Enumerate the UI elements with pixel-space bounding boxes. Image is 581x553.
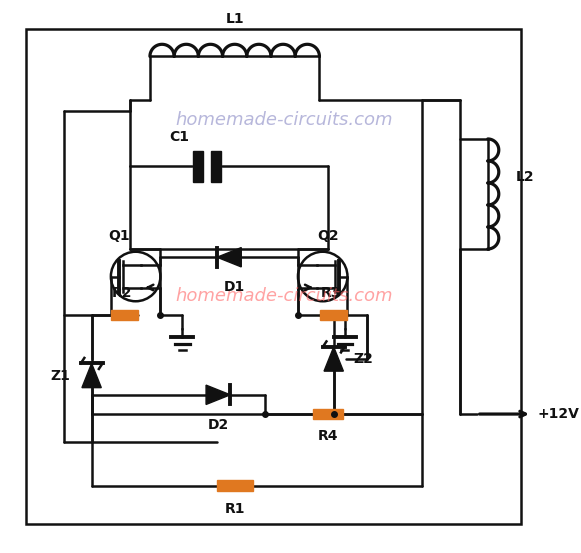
Polygon shape bbox=[324, 347, 343, 371]
Text: +12V: +12V bbox=[537, 407, 579, 421]
Text: homemade-circuits.com: homemade-circuits.com bbox=[175, 111, 393, 129]
Text: D1: D1 bbox=[224, 280, 245, 294]
Bar bbox=[193, 152, 203, 181]
Text: R2: R2 bbox=[112, 285, 132, 300]
Text: R3: R3 bbox=[321, 285, 341, 300]
Text: Q2: Q2 bbox=[317, 229, 339, 243]
Text: D2: D2 bbox=[207, 418, 229, 432]
Text: homemade-circuits.com: homemade-circuits.com bbox=[175, 287, 393, 305]
Text: L1: L1 bbox=[225, 12, 244, 26]
Bar bbox=[313, 409, 343, 419]
Text: C1: C1 bbox=[170, 131, 189, 144]
Polygon shape bbox=[206, 385, 230, 404]
Text: R4: R4 bbox=[318, 430, 339, 444]
Text: R1: R1 bbox=[224, 502, 245, 516]
Bar bbox=[111, 310, 138, 320]
Text: Z1: Z1 bbox=[51, 368, 71, 383]
Bar bbox=[211, 152, 221, 181]
Text: Z2: Z2 bbox=[353, 352, 373, 366]
Text: Q1: Q1 bbox=[108, 229, 130, 243]
Text: L2: L2 bbox=[515, 170, 534, 185]
Polygon shape bbox=[217, 248, 241, 267]
Bar bbox=[320, 310, 347, 320]
Bar bbox=[217, 480, 253, 491]
Polygon shape bbox=[82, 363, 101, 388]
